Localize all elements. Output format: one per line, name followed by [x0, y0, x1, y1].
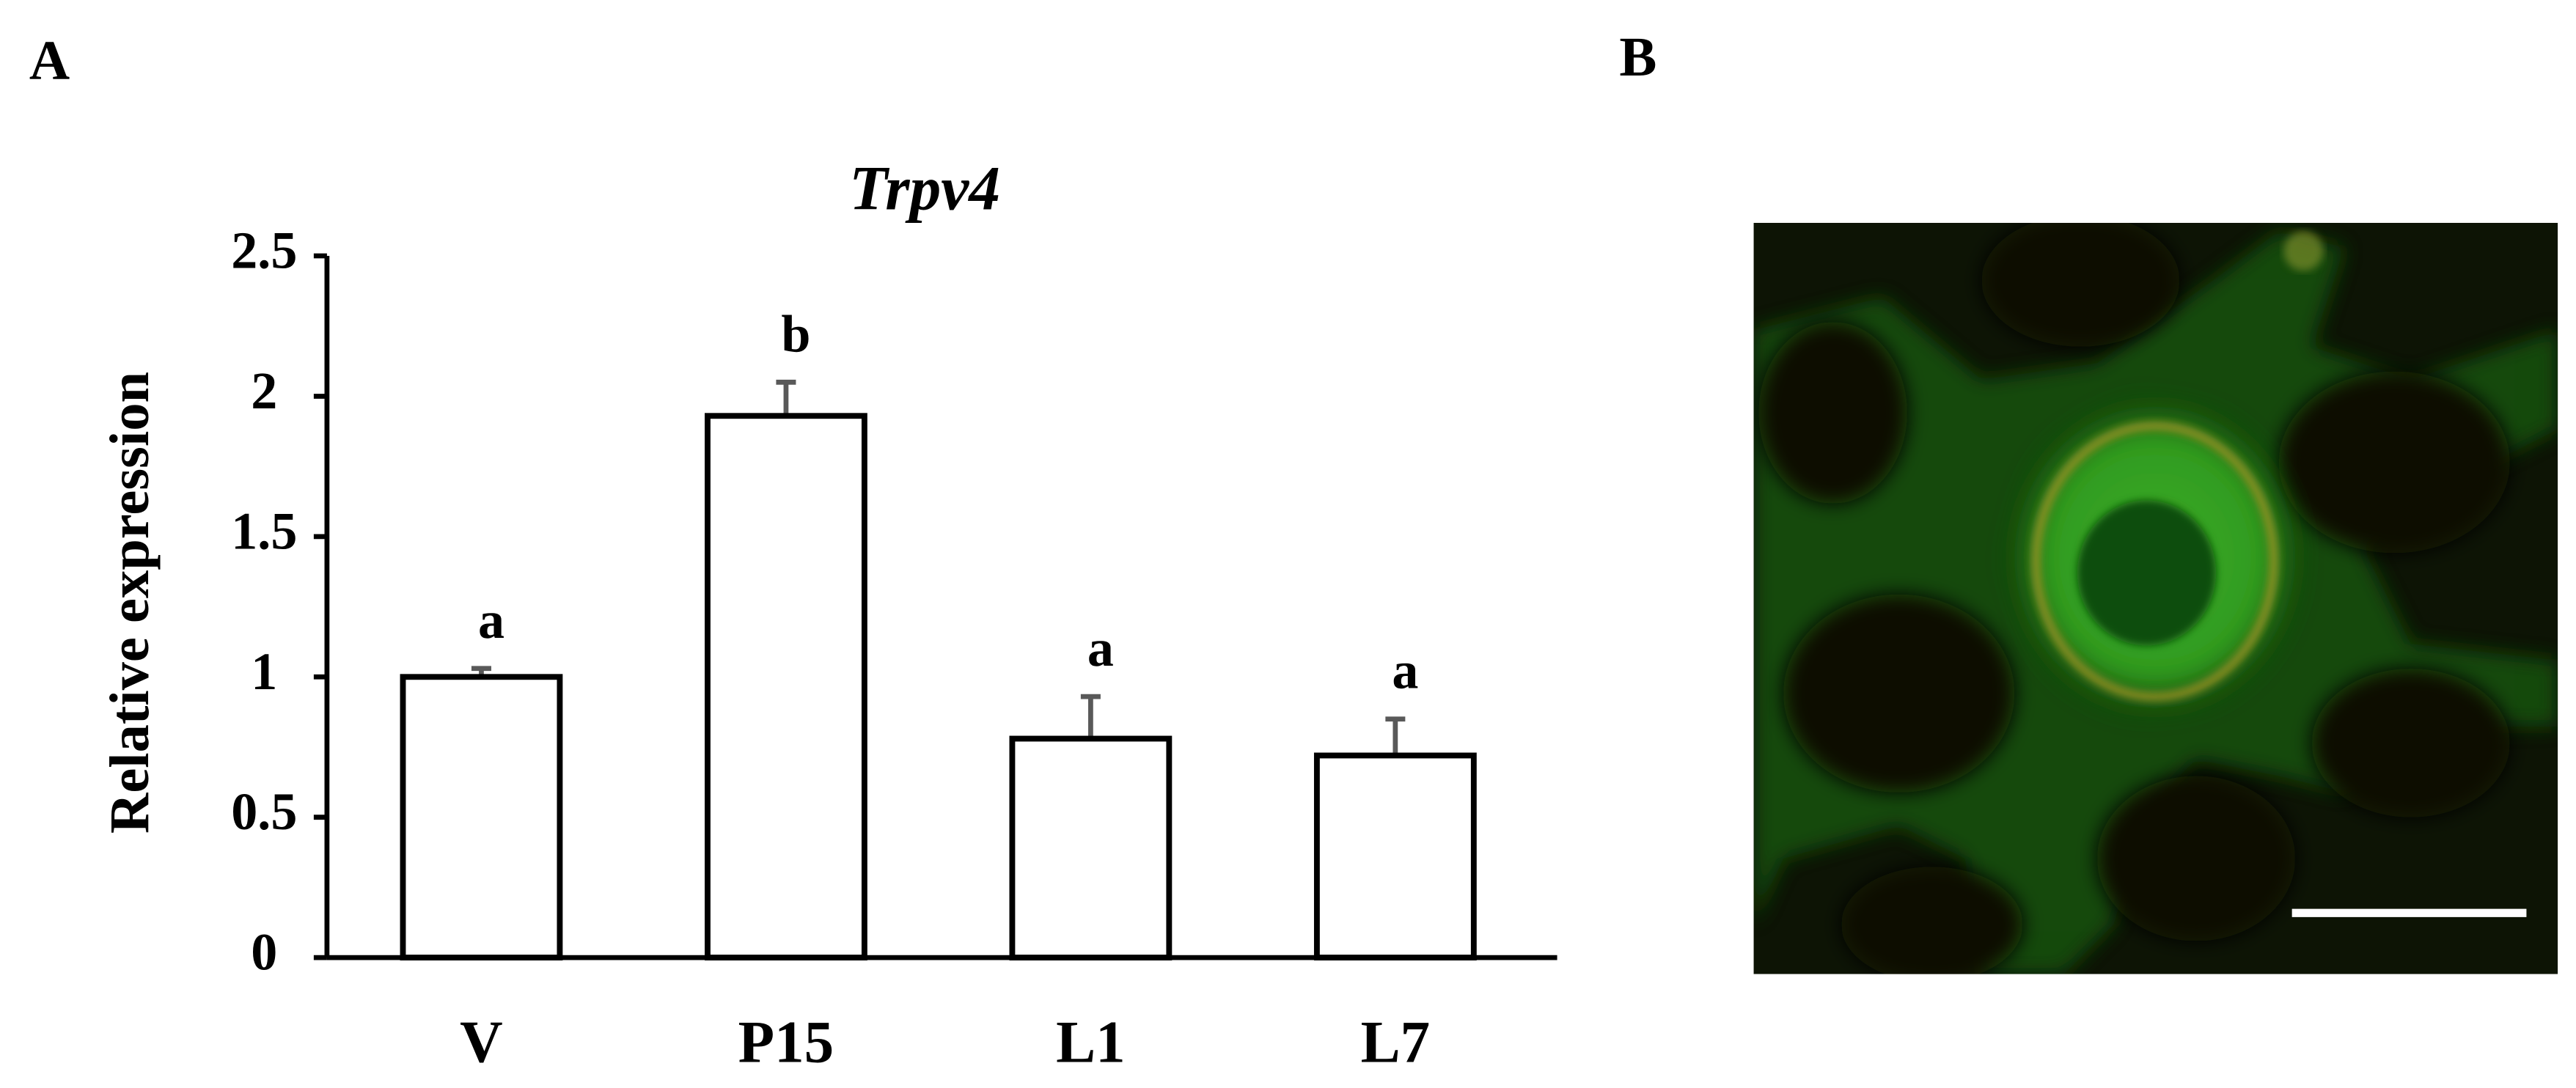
significance-label: a	[478, 591, 504, 650]
significance-label: a	[1087, 619, 1114, 677]
panel-label: A	[29, 29, 70, 92]
x-tick-label: L1	[1056, 1010, 1126, 1076]
panel-label: B	[1619, 26, 1656, 88]
chart-title: Trpv4	[849, 153, 1000, 223]
significance-label: b	[781, 304, 810, 363]
x-tick-label: P15	[738, 1010, 834, 1076]
micrograph	[1753, 223, 2558, 974]
y-tick-label: 0	[251, 923, 277, 982]
bar	[1313, 752, 1477, 961]
x-tick-label: L7	[1361, 1010, 1431, 1076]
bar	[1009, 735, 1173, 961]
y-tick-label: 2.5	[231, 221, 297, 280]
y-tick-label: 1.5	[231, 501, 297, 560]
bar	[705, 413, 867, 961]
y-tick-label: 0.5	[231, 782, 297, 841]
bar	[400, 674, 563, 961]
x-tick-label: V	[460, 1010, 503, 1076]
y-tick-label: 2	[251, 361, 277, 420]
y-tick-label: 1	[251, 642, 277, 701]
significance-label: a	[1392, 642, 1418, 700]
y-axis-label: Relative expression	[98, 372, 161, 834]
